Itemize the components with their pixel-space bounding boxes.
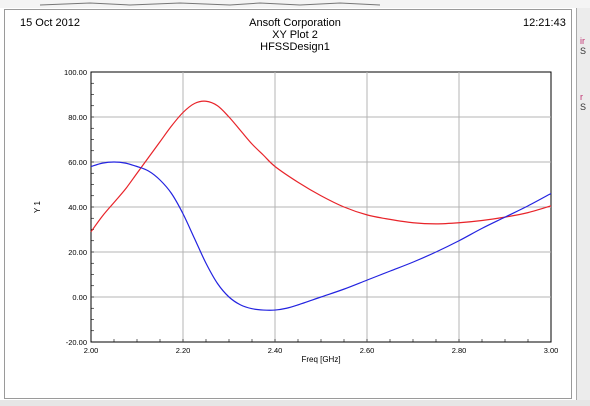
side-panel-glyph: r	[580, 92, 583, 102]
red-series-line	[90, 100, 552, 233]
y-tick-label: 40.00	[68, 203, 87, 212]
bottom-strip	[0, 400, 590, 406]
x-tick-label: 2.00	[84, 346, 99, 355]
company-label: Ansoft Corporation	[249, 17, 341, 29]
y-axis-title: Y 1	[33, 201, 42, 213]
blue-series-line	[90, 161, 552, 311]
x-tick-label: 2.40	[268, 346, 283, 355]
x-tick-label: 2.20	[176, 346, 191, 355]
y-tick-label: -20.00	[66, 338, 87, 347]
x-tick-label: 2.60	[360, 346, 375, 355]
y-tick-label: 100.00	[64, 68, 87, 77]
y-tick-label: 20.00	[68, 248, 87, 257]
y-tick-label: 0.00	[72, 293, 87, 302]
side-panel-glyph: ir	[580, 36, 585, 46]
y-tick-label: 60.00	[68, 158, 87, 167]
x-tick-label: 2.80	[452, 346, 467, 355]
plot-name-label: XY Plot 2	[272, 29, 318, 41]
y-tick-label: 80.00	[68, 113, 87, 122]
x-axis-title: Freq [GHz]	[301, 355, 340, 364]
date-label: 15 Oct 2012	[20, 17, 80, 29]
cropped-window-strip	[0, 0, 590, 8]
design-name-label: HFSSDesign1	[260, 41, 330, 53]
x-tick-label: 3.00	[544, 346, 559, 355]
side-panel-glyph: S	[580, 102, 587, 112]
time-label: 12:21:43	[523, 17, 566, 29]
side-panel[interactable]: ir S r S	[576, 8, 590, 400]
side-panel-glyph: S	[580, 46, 587, 56]
